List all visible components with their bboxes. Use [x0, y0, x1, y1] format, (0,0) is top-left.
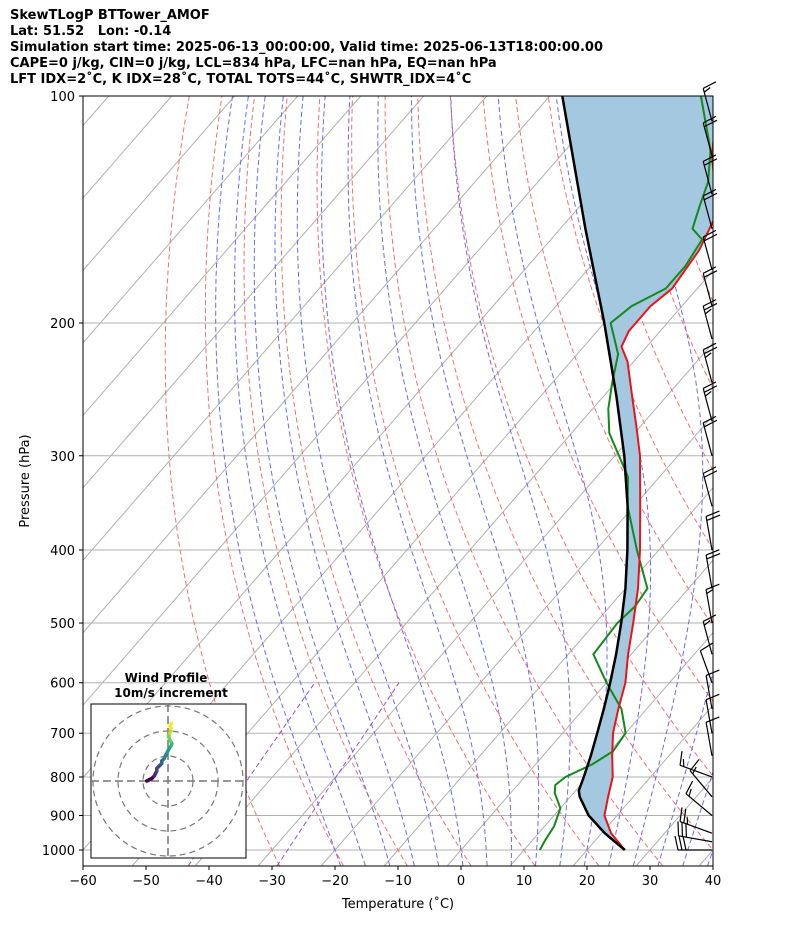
wind-barb — [702, 614, 717, 655]
x-tick-label: −30 — [258, 874, 285, 889]
dry-adiabat — [777, 96, 794, 866]
wind-barb — [702, 466, 718, 507]
y-tick-label: 500 — [50, 617, 75, 632]
y-tick-label: 900 — [50, 810, 75, 825]
wind-barb — [679, 751, 713, 778]
y-tick-label: 800 — [50, 771, 75, 786]
wind-barb — [702, 381, 718, 422]
wind-barb — [702, 115, 718, 156]
isotherm-gridline — [83, 96, 551, 634]
isotherm-gridline — [83, 96, 299, 344]
moist-adiabat — [377, 96, 512, 866]
y-tick-label: 700 — [50, 727, 75, 742]
title-line: Simulation start time: 2025-06-13_00:00:… — [10, 40, 603, 55]
x-tick-label: 0 — [457, 874, 465, 889]
isotherm-gridline — [383, 487, 713, 866]
isotherm-gridline — [257, 342, 713, 866]
y-tick-label: 1000 — [42, 844, 75, 859]
isotherm-gridline — [572, 704, 713, 866]
wind-barb — [702, 154, 718, 195]
x-tick-label: −60 — [69, 874, 96, 889]
wind-barb — [674, 835, 712, 851]
wind-barb — [702, 81, 717, 122]
x-tick-label: −50 — [132, 874, 159, 889]
wind-barb — [702, 299, 718, 340]
isotherm-gridline — [446, 559, 713, 866]
x-tick-label: −10 — [384, 874, 411, 889]
y-axis-label: Pressure (hPa) — [18, 434, 33, 527]
dry-adiabat — [449, 96, 713, 777]
x-tick-label: −40 — [195, 874, 222, 889]
dewpoint-profile — [538, 96, 712, 851]
moist-adiabat — [707, 848, 713, 866]
hodograph-segment — [168, 721, 173, 728]
moist-adiabat — [215, 96, 342, 866]
wind-barb — [677, 821, 713, 843]
moist-adiabat — [234, 96, 366, 866]
dry-adiabat — [316, 96, 536, 866]
dry-adiabat — [243, 96, 408, 866]
dry-adiabat — [482, 96, 713, 703]
x-tick-label: 40 — [705, 874, 722, 889]
isotherm-gridline — [194, 269, 713, 866]
isotherm-gridline — [320, 414, 713, 866]
isotherm-gridline — [83, 96, 488, 561]
wind-barb — [702, 229, 718, 270]
x-tick-label: 30 — [642, 874, 659, 889]
moist-adiabat — [320, 96, 464, 866]
wind-barb — [702, 188, 718, 229]
wind-barb — [685, 780, 713, 816]
dry-adiabat — [204, 96, 344, 866]
moist-adiabat — [347, 96, 488, 866]
moist-adiabat — [497, 96, 608, 866]
moist-adiabat — [450, 96, 571, 866]
y-tick-label: 600 — [50, 677, 75, 692]
isotherm-gridline — [83, 96, 362, 417]
dry-adiabat — [547, 96, 713, 551]
wind-barb — [702, 342, 718, 383]
hodograph-subtitle: 10m/s increment — [114, 686, 228, 700]
moist-adiabat — [253, 96, 391, 866]
title-line: CAPE=0 j/kg, CIN=0 j/kg, LCL=834 hPa, LF… — [10, 56, 497, 71]
x-tick-label: 10 — [516, 874, 533, 889]
moist-adiabat — [682, 770, 713, 866]
isotherm-gridline — [83, 96, 425, 489]
dry-adiabat — [351, 96, 600, 866]
moist-adiabat — [732, 96, 794, 866]
x-axis-label: Temperature (˚C) — [341, 896, 454, 912]
x-tick-label: −20 — [321, 874, 348, 889]
dry-adiabat — [384, 96, 664, 866]
wind-barb — [699, 642, 713, 683]
title-line: LFT IDX=2˚C, K IDX=28˚C, TOTAL TOTS=44˚C… — [10, 72, 472, 87]
temperature-profile — [603, 96, 713, 851]
y-tick-label: 200 — [50, 317, 75, 332]
chart-title: SkewTLogP BTTower_AMOF Lat: 51.52 Lon: -… — [10, 8, 603, 88]
moist-adiabat — [296, 96, 440, 866]
dry-adiabat — [164, 96, 281, 866]
plot-frame — [82, 95, 714, 867]
isotherm-gridline — [83, 96, 614, 706]
moist-adiabat — [628, 96, 704, 866]
y-tick-label: 300 — [50, 450, 75, 465]
moist-adiabat — [757, 96, 794, 866]
cin-area — [562, 96, 713, 850]
y-tick-label: 400 — [50, 544, 75, 559]
wind-barb — [702, 415, 718, 456]
dry-adiabat — [744, 96, 794, 866]
x-tick-label: 20 — [579, 874, 596, 889]
parcel-profile — [561, 96, 629, 851]
dry-adiabat — [280, 96, 472, 866]
isotherm-gridline — [83, 96, 236, 272]
title-line: SkewTLogP BTTower_AMOF — [10, 8, 210, 23]
y-tick-label: 100 — [50, 90, 75, 105]
wind-barb — [702, 266, 718, 307]
wind-barb — [679, 807, 713, 834]
dry-adiabat — [417, 96, 713, 851]
hodograph-title: Wind Profile — [125, 671, 208, 685]
dry-adiabat — [710, 96, 713, 104]
title-line: Lat: 51.52 Lon: -0.14 — [10, 24, 172, 39]
